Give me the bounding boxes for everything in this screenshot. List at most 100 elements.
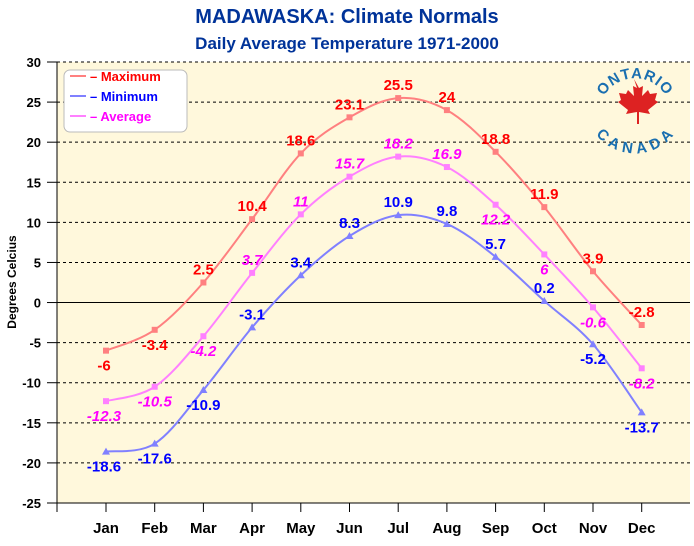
data-point	[249, 269, 256, 276]
data-label: 3.4	[290, 254, 312, 271]
data-point	[589, 340, 597, 348]
data-point	[297, 150, 304, 157]
data-point	[491, 252, 500, 260]
maple-leaf-icon	[618, 79, 658, 124]
y-tick-label: 10	[27, 215, 41, 230]
data-label: 16.9	[432, 146, 462, 163]
data-point	[637, 408, 646, 416]
x-tick-label: May	[286, 520, 316, 537]
data-point	[395, 153, 402, 160]
y-tick-label: -15	[22, 416, 41, 431]
data-point	[541, 204, 548, 211]
data-label: 18.2	[384, 136, 414, 153]
data-point	[248, 323, 257, 331]
y-tick-label: -10	[22, 376, 41, 391]
y-tick-label: 20	[27, 135, 41, 150]
y-tick-label: 5	[34, 255, 41, 270]
data-label: 10.4	[237, 198, 267, 215]
data-label: -10.9	[186, 397, 220, 414]
data-label: 11.9	[530, 186, 558, 203]
legend: – Maximum – Minimum – Average	[63, 69, 188, 133]
data-label: -2.8	[629, 304, 655, 321]
data-point	[103, 398, 109, 405]
data-label: 8.3	[339, 215, 360, 232]
data-label: 0.2	[534, 280, 555, 297]
data-label: -4.2	[190, 343, 217, 360]
y-tick-label: 25	[27, 95, 41, 110]
data-label: -8.2	[629, 375, 656, 392]
data-label: 3.9	[583, 250, 604, 267]
data-point	[394, 211, 403, 219]
data-point	[540, 296, 549, 304]
data-label: -0.6	[580, 314, 607, 331]
data-label: -6	[97, 358, 110, 375]
x-tick-label: Nov	[579, 520, 608, 537]
data-point	[103, 347, 109, 354]
data-point	[151, 326, 158, 333]
y-tick-label: -25	[22, 496, 41, 511]
x-tick-label: Jan	[93, 520, 119, 537]
x-tick-label: Mar	[190, 520, 217, 537]
y-tick-label: -20	[22, 456, 41, 471]
x-tick-label: Oct	[532, 520, 557, 537]
legend-label: – Minimum	[90, 89, 158, 104]
data-label: -3.1	[239, 306, 265, 323]
y-tick-label: 0	[34, 296, 41, 311]
x-tick-label: Apr	[239, 520, 265, 537]
data-point	[102, 447, 110, 455]
x-tick-label: Sep	[482, 520, 510, 537]
data-point	[200, 333, 207, 340]
data-label: 5.7	[485, 236, 506, 253]
data-point	[249, 216, 256, 223]
data-label: -12.3	[87, 408, 122, 425]
y-axis-label: Degrees Celcius	[5, 235, 19, 329]
chart-subtitle: Daily Average Temperature 1971-2000	[195, 34, 499, 53]
data-point	[541, 251, 548, 258]
x-tick-label: Jun	[336, 520, 363, 537]
data-point	[590, 268, 596, 275]
data-label: -18.6	[87, 459, 121, 476]
data-label: -17.6	[138, 451, 172, 468]
data-label: 15.7	[335, 156, 365, 173]
x-tick-label: Jul	[387, 520, 409, 537]
x-tick-label: Dec	[628, 520, 656, 537]
data-point	[443, 164, 450, 171]
data-point	[638, 321, 645, 328]
data-point	[638, 365, 645, 372]
data-point	[199, 385, 208, 393]
data-label: 10.9	[384, 194, 413, 211]
data-label: 24	[439, 89, 456, 106]
data-label: 11	[293, 193, 309, 210]
data-label: -5.2	[580, 351, 606, 368]
x-tick-label: Aug	[432, 520, 461, 537]
data-point	[443, 107, 450, 114]
data-label: -3.4	[142, 337, 169, 354]
y-tick-label: 15	[27, 175, 41, 190]
data-label: 12.2	[481, 212, 511, 229]
series-line-minimum	[105, 213, 643, 453]
data-label: 2.5	[193, 262, 214, 279]
data-label: 6	[540, 261, 549, 278]
data-point	[395, 95, 402, 102]
data-point	[200, 279, 207, 286]
data-point	[151, 383, 158, 390]
data-point	[590, 304, 596, 311]
data-point	[346, 114, 353, 121]
data-label: 23.1	[335, 96, 364, 113]
data-label: -13.7	[625, 419, 659, 436]
data-point	[345, 231, 354, 239]
legend-label: – Maximum	[90, 69, 161, 84]
plot-area	[57, 62, 690, 503]
data-point	[492, 201, 499, 208]
data-point	[442, 219, 451, 227]
data-label: 25.5	[384, 77, 413, 94]
data-point	[297, 211, 304, 218]
data-label: 3.7	[242, 252, 264, 269]
series-line-average	[105, 155, 643, 403]
data-label: -10.5	[138, 394, 173, 411]
data-point	[296, 271, 305, 279]
x-tick-label: Feb	[141, 520, 168, 537]
data-label: 18.8	[481, 131, 510, 148]
